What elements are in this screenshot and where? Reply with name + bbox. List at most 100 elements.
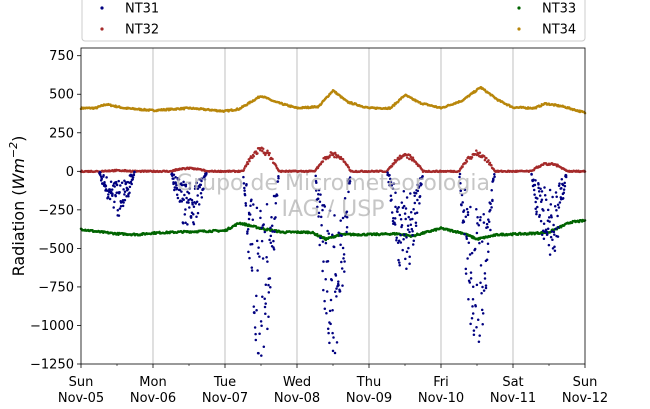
nt31-point <box>556 203 560 206</box>
nt31-point <box>535 212 538 216</box>
nt31-point <box>321 240 325 243</box>
nt31-point <box>411 243 415 246</box>
y-axis-label-main: Radiation ( <box>9 189 28 276</box>
nt31-point <box>345 216 349 219</box>
x-tick-label-date: Nov-07 <box>202 391 248 406</box>
nt31-point <box>105 189 109 192</box>
y-axis-label-exponent: −2 <box>7 142 20 158</box>
nt31-point <box>178 188 182 192</box>
nt31-point <box>248 213 252 216</box>
nt31-point <box>259 320 263 323</box>
nt31-point <box>548 220 551 223</box>
nt31-point <box>416 189 420 193</box>
nt31-point <box>100 177 103 180</box>
nt31-point <box>404 207 408 210</box>
nt31-point <box>477 224 481 227</box>
nt32-point <box>411 156 415 159</box>
nt31-point <box>194 202 197 205</box>
nt32-point <box>341 158 345 161</box>
nt31-point <box>490 188 493 192</box>
nt31-point <box>348 176 352 179</box>
nt31-point <box>420 183 423 186</box>
nt31-point <box>405 250 409 254</box>
nt31-point <box>252 203 255 206</box>
nt31-point <box>273 230 276 233</box>
nt31-point <box>553 233 556 236</box>
nt31-point <box>260 324 263 328</box>
nt31-point <box>464 267 468 271</box>
nt31-point <box>342 257 345 260</box>
nt31-point <box>471 298 475 301</box>
nt31-point <box>540 233 544 237</box>
nt31-point <box>348 180 352 183</box>
nt31-point <box>246 228 250 231</box>
legend-label-nt31: NT31 <box>125 2 159 17</box>
nt31-point <box>103 180 106 184</box>
nt31-point <box>333 290 337 294</box>
nt31-point <box>333 214 336 217</box>
nt31-point <box>132 173 136 177</box>
nt32-point <box>461 165 464 169</box>
nt31-point <box>332 245 336 249</box>
x-tick-label-day: Sat <box>502 375 523 390</box>
nt31-point <box>409 218 412 221</box>
y-tick-label: 500 <box>49 88 74 103</box>
nt31-point <box>247 250 250 254</box>
nt32-point <box>395 158 399 162</box>
nt31-point <box>479 215 482 219</box>
nt31-point <box>327 232 331 235</box>
nt31-point <box>469 205 472 209</box>
nt32-point <box>271 157 274 161</box>
nt31-point <box>117 214 121 217</box>
nt31-point <box>338 289 342 293</box>
nt31-point <box>272 246 275 249</box>
nt31-point <box>486 242 490 246</box>
legend-entry-nt34: NT34 <box>517 23 576 38</box>
nt31-point <box>277 175 280 178</box>
nt31-point <box>197 203 201 206</box>
nt31-point <box>487 250 490 254</box>
nt31-point <box>203 178 207 181</box>
nt31-point <box>123 179 126 183</box>
nt31-point <box>182 198 185 201</box>
nt31-point <box>192 212 195 216</box>
nt31-point <box>476 222 479 225</box>
nt31-point <box>335 287 338 290</box>
nt31-point <box>413 212 417 215</box>
nt31-point <box>328 341 331 345</box>
nt31-point <box>314 189 318 192</box>
nt31-point <box>244 204 248 207</box>
nt32-point <box>408 157 411 161</box>
nt31-point <box>248 256 251 260</box>
nt31-point <box>389 180 393 184</box>
nt31-point <box>418 202 421 205</box>
nt31-point <box>331 233 334 236</box>
nt31-point <box>180 190 183 193</box>
nt31-point <box>549 235 553 239</box>
nt31-point <box>562 188 566 191</box>
nt31-point <box>480 292 483 295</box>
nt31-point <box>189 216 193 219</box>
nt31-point <box>184 221 187 224</box>
watermark-line-1: Grupo de Micrometeorologia <box>176 171 490 196</box>
nt31-point <box>337 231 340 234</box>
nt31-point <box>553 204 557 208</box>
legend-label-nt34: NT34 <box>542 23 576 38</box>
nt31-point <box>391 219 395 223</box>
x-tick-label-date: Nov-09 <box>346 391 392 406</box>
nt31-point <box>465 235 468 239</box>
nt31-point <box>466 257 469 260</box>
nt31-point <box>199 183 203 187</box>
y-tick-label: −750 <box>38 280 74 295</box>
nt31-point <box>123 190 127 194</box>
nt31-point <box>478 241 481 245</box>
nt31-point <box>416 183 419 187</box>
x-tick-label-day: Tue <box>213 375 236 390</box>
nt31-point <box>195 215 198 218</box>
nt31-point <box>550 230 554 233</box>
nt31-point <box>317 192 320 196</box>
nt32-point <box>330 151 333 155</box>
nt31-point <box>175 193 179 197</box>
nt31-point <box>183 213 187 216</box>
